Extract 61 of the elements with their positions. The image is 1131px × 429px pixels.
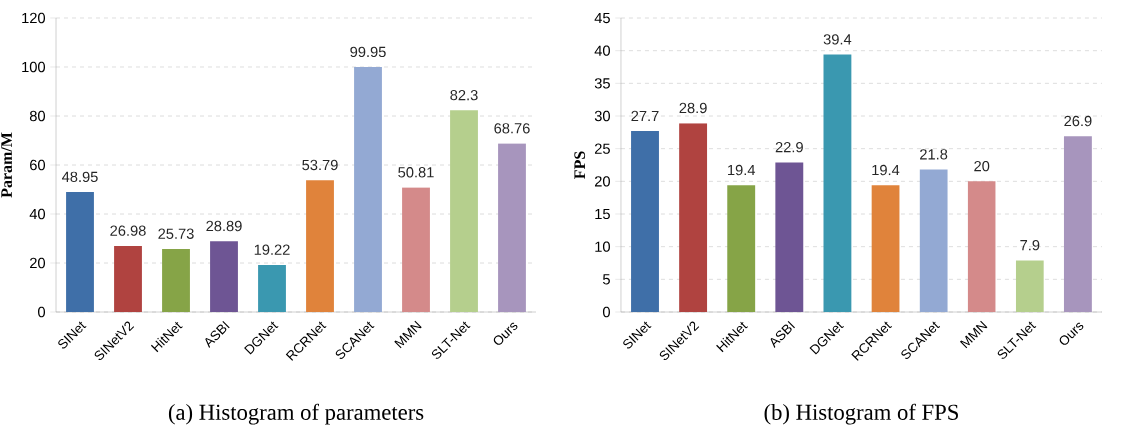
data-label: 19.4 [728,164,756,176]
y-tick-label: 120 [22,12,46,24]
y-tick-label: 0 [602,306,610,318]
y-axis-title: FPS [574,151,586,179]
data-label: 48.95 [61,171,98,183]
y-tick-label: 30 [594,110,610,122]
data-label: 26.98 [110,225,146,236]
y-tick-label: 0 [38,306,46,318]
data-label: 26.9 [1064,115,1092,127]
bar [823,54,852,312]
bar [679,123,708,312]
y-tick-label: 40 [29,208,46,220]
bar [919,169,948,312]
bar [258,264,286,312]
y-tick-label: 35 [594,78,610,89]
bar [402,187,430,312]
y-tick-label: 20 [30,257,46,269]
data-label: 68.76 [494,123,530,134]
y-tick-label: 25 [594,143,610,154]
bar [162,248,190,312]
bar [114,245,142,312]
data-label: 28.89 [206,220,242,232]
y-tick-label: 5 [602,274,610,285]
bar [66,192,94,312]
data-label: 99.95 [350,46,386,58]
bar [727,185,756,312]
text: (a) Histogram of parameters [168,403,424,425]
bar [354,67,382,312]
data-label: 53.79 [302,159,338,171]
data-label: 25.73 [158,228,194,239]
bar [631,131,659,312]
y-tick-label: 15 [595,208,610,220]
bar [498,143,526,312]
bar [1015,260,1044,312]
bar [450,110,478,312]
bar [306,180,334,312]
bar [1063,136,1092,312]
bar [775,162,804,312]
bar [871,185,900,312]
data-label: 20 [974,160,990,172]
y-tick-label: 20 [594,176,610,187]
data-label: 21.8 [920,149,948,160]
data-label: 50.81 [398,167,434,178]
data-label: 19.22 [254,244,290,255]
data-label: 19.4 [872,164,900,176]
data-label: 28.9 [679,102,707,114]
data-label: 82.3 [450,89,478,101]
y-tick-label: 60 [30,159,46,171]
bar [967,181,996,312]
data-label: 22.9 [775,141,803,153]
y-tick-label: 40 [594,45,610,56]
data-label: 7.9 [1020,239,1040,251]
text: (b) Histogram of FPS [764,403,958,425]
y-axis-title: Param/M [1,132,12,198]
y-tick-label: 10 [595,241,610,252]
y-tick-label: 45 [594,12,610,24]
y-tick-label: 80 [29,110,46,122]
data-label: 27.7 [631,110,659,121]
data-label: 39.4 [823,34,852,45]
y-tick-label: 100 [22,61,46,73]
bar [210,241,238,312]
